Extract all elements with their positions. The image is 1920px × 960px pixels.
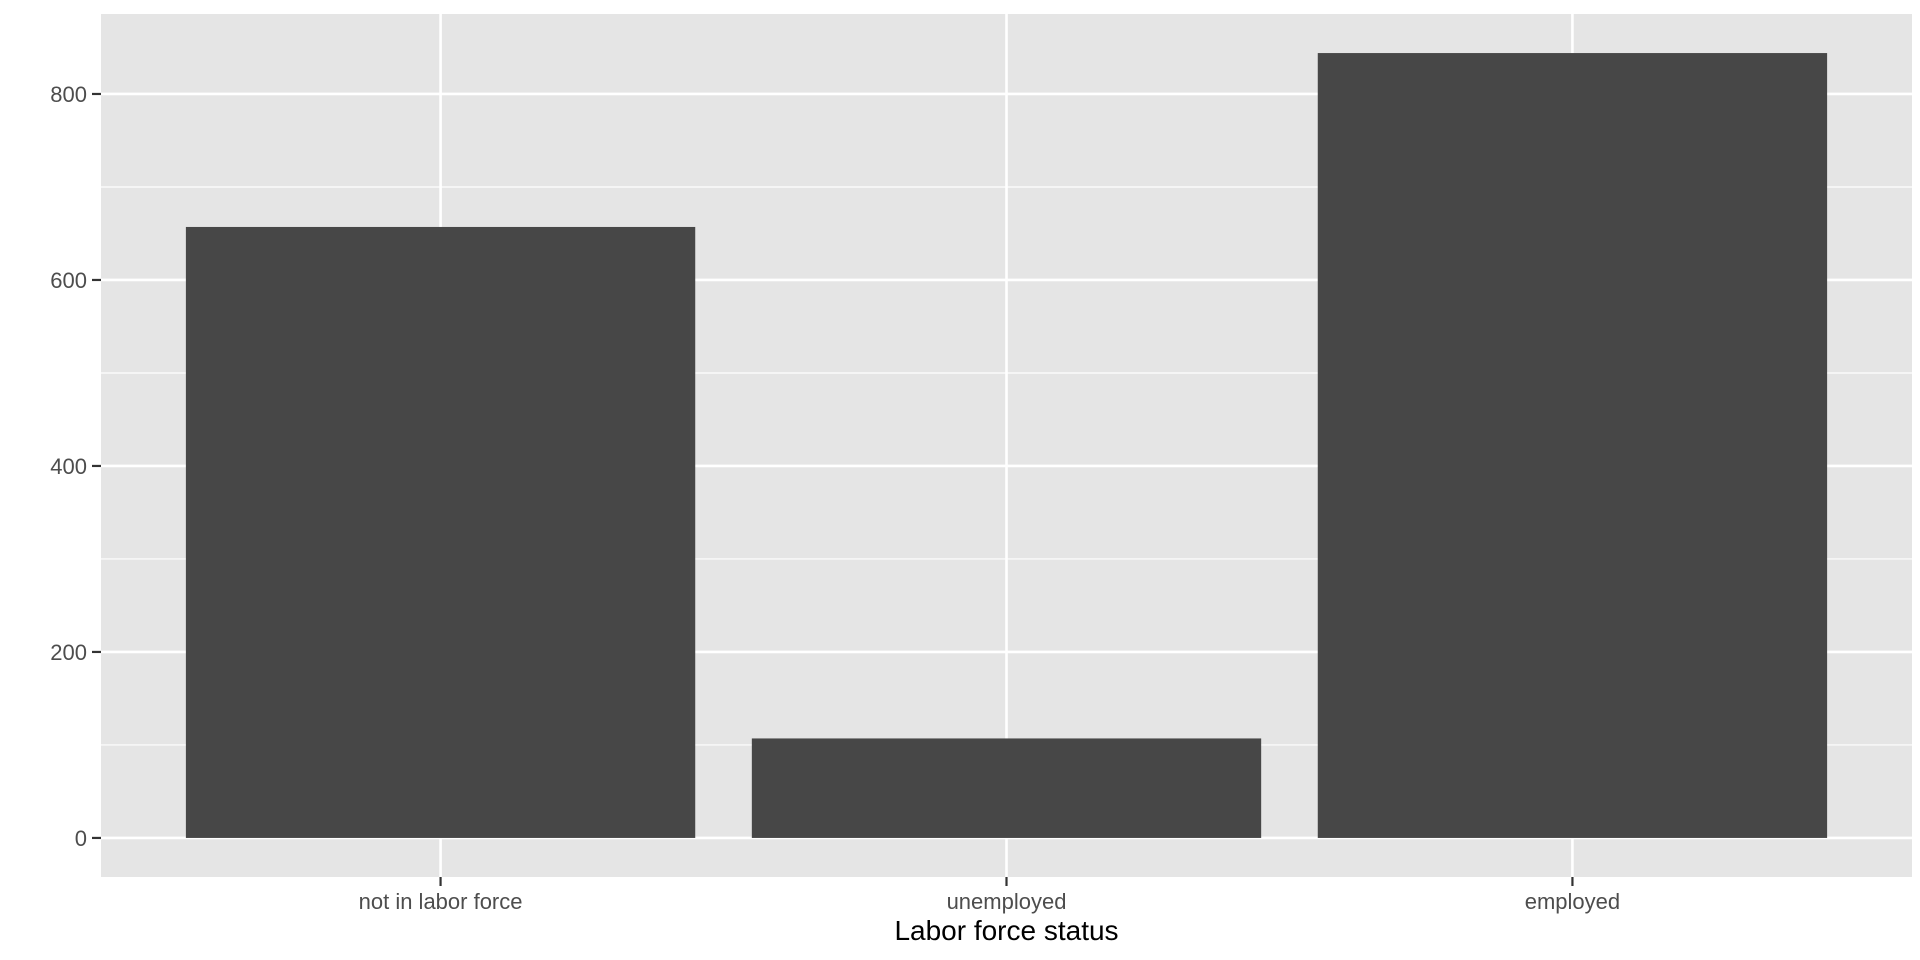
y-tick-label: 0 [75, 826, 87, 851]
x-axis-title: Labor force status [894, 915, 1118, 946]
bar-not-in-labor-force [185, 226, 696, 838]
y-tick-label: 200 [50, 640, 87, 665]
axes: 0 200 400 600 800 not in labor force unemploye… [50, 82, 1620, 914]
y-tick-label: 600 [50, 268, 87, 293]
y-tick-label: 800 [50, 82, 87, 107]
y-tick-label: 400 [50, 454, 87, 479]
bar-unemployed [751, 738, 1262, 838]
x-tick-label: unemployed [947, 889, 1067, 914]
x-tick-label: not in labor force [359, 889, 523, 914]
x-tick-label: employed [1525, 889, 1620, 914]
bar-employed [1317, 53, 1828, 838]
bars [185, 53, 1828, 838]
